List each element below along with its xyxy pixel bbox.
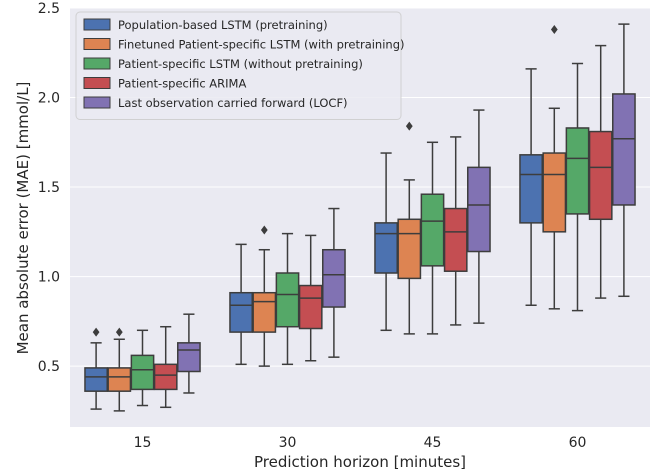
box-plot — [519, 68, 543, 306]
box — [177, 342, 201, 373]
box-plot — [612, 23, 636, 298]
box-plot — [420, 141, 445, 335]
legend-label: Finetuned Patient-specific LSTM (with pr… — [118, 38, 405, 52]
box-plot — [397, 121, 422, 335]
x-tick-label: 60 — [569, 435, 587, 451]
outlier-point — [115, 327, 123, 337]
box — [612, 93, 636, 206]
box-plot — [84, 327, 108, 410]
box — [84, 367, 108, 392]
box — [467, 166, 491, 253]
y-tick-label: 2.5 — [38, 1, 60, 17]
box-plot — [374, 152, 398, 332]
boxes — [84, 23, 636, 412]
legend-label: Last observation carried forward (LOCF) — [118, 96, 348, 110]
y-tick-label: 2.0 — [38, 91, 60, 107]
legend-label: Patient-specific ARIMA — [118, 77, 246, 91]
box-plot — [565, 62, 590, 312]
box-plot — [153, 325, 178, 409]
x-tick-label: 30 — [279, 435, 297, 451]
box-plot — [275, 232, 300, 366]
box-plot — [443, 136, 468, 326]
legend-swatch — [83, 77, 111, 89]
outlier-point — [405, 121, 413, 131]
box — [298, 284, 323, 330]
outlier-point — [550, 24, 558, 34]
x-axis-ticks: 15 30 45 60 — [134, 435, 587, 451]
legend-swatch — [83, 18, 111, 31]
box-plot — [229, 243, 253, 366]
legend-swatch — [83, 57, 111, 70]
box — [252, 291, 277, 333]
x-tick-label: 15 — [134, 435, 152, 451]
y-tick-label: 0.5 — [38, 359, 60, 375]
box — [542, 152, 567, 233]
box — [374, 222, 398, 274]
box — [519, 154, 543, 224]
box-plot — [130, 329, 155, 407]
box-plot — [467, 109, 491, 324]
box — [443, 207, 468, 272]
x-tick-label: 45 — [424, 435, 442, 451]
legend-swatch — [83, 38, 111, 50]
box — [565, 127, 590, 215]
legend-swatch — [83, 96, 111, 109]
x-axis-label: Prediction horizon [minutes] — [254, 453, 466, 471]
box — [397, 218, 422, 280]
box — [107, 367, 132, 392]
box-plot — [542, 24, 567, 310]
box-plot — [252, 225, 277, 367]
y-tick-label: 1.5 — [38, 180, 60, 196]
legend: Population-based LSTM (pretraining) Finet… — [75, 11, 405, 120]
y-axis-label: Mean absolute error (MAE) [mmol/L] — [14, 82, 32, 355]
box — [130, 354, 155, 391]
box — [229, 291, 253, 333]
box — [322, 248, 346, 308]
outlier-point — [92, 327, 100, 337]
box — [275, 272, 300, 328]
y-axis-ticks: 0.5 1.0 1.5 2.0 2.5 — [38, 1, 60, 375]
box — [420, 193, 445, 267]
legend-label: Patient-specific LSTM (without pretraini… — [118, 57, 363, 71]
legend-frame — [75, 11, 402, 120]
box-plot — [107, 327, 132, 412]
box-plot — [588, 44, 613, 299]
box-plot — [298, 234, 323, 362]
box-plot — [177, 313, 201, 394]
box — [588, 130, 613, 221]
box-plot — [322, 207, 346, 358]
y-tick-label: 1.0 — [38, 270, 60, 286]
legend-label: Population-based LSTM (pretraining) — [118, 18, 328, 32]
box — [153, 363, 178, 391]
outlier-point — [260, 225, 268, 235]
